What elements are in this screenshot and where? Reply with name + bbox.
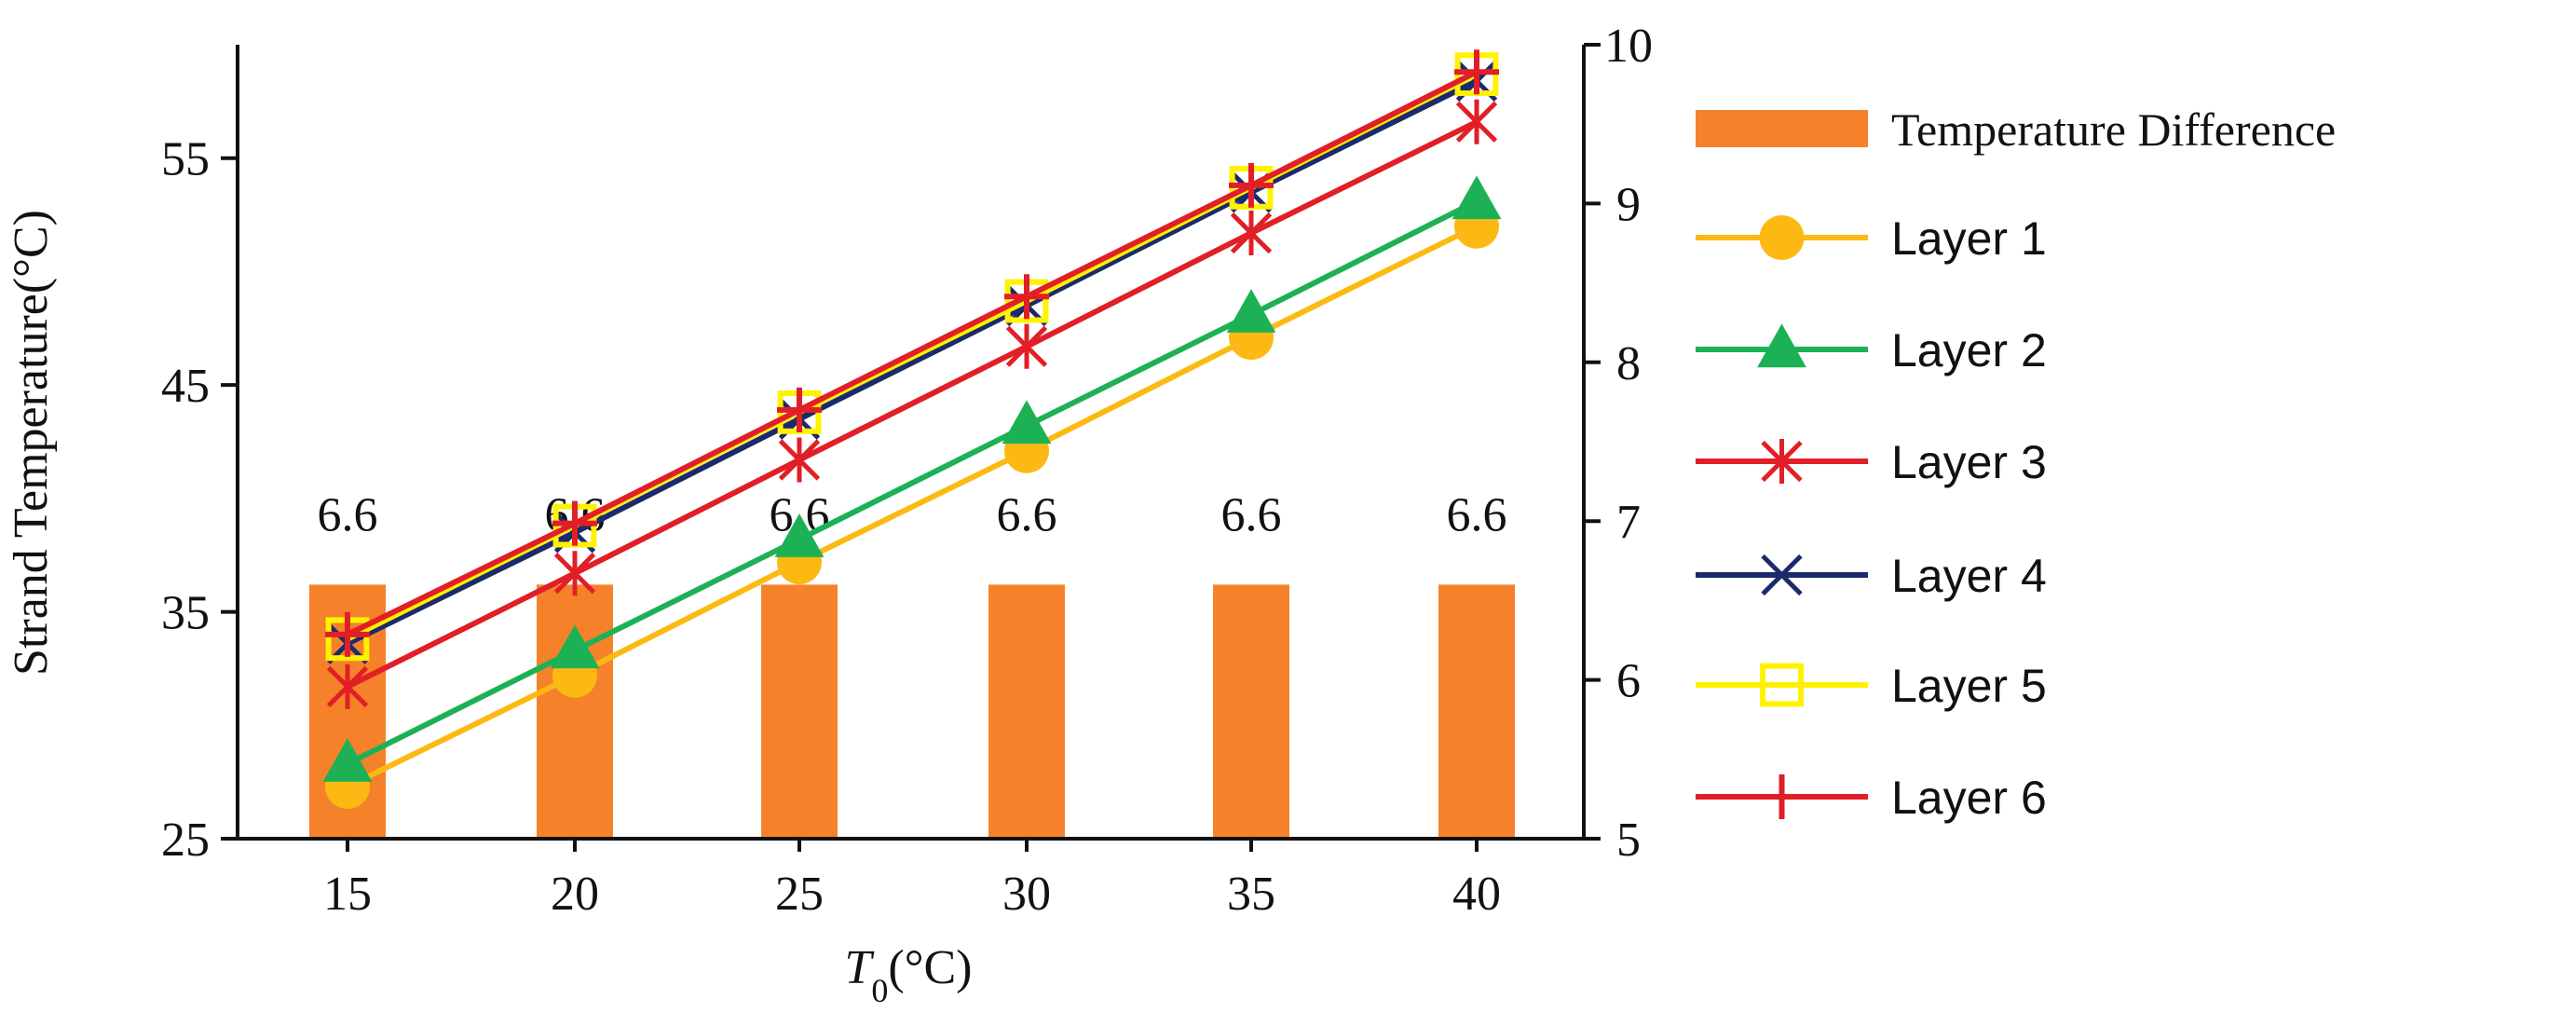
x-axis-title: T0(°C) bbox=[844, 941, 972, 1009]
series-point bbox=[1454, 49, 1499, 95]
legend-marker bbox=[1761, 554, 1803, 596]
series-point bbox=[550, 624, 600, 669]
legend-item: Layer 3 bbox=[1696, 436, 2047, 488]
series-line bbox=[346, 78, 1479, 647]
legend-marker bbox=[1760, 663, 1804, 707]
temperature-difference-bar bbox=[988, 584, 1065, 839]
series-point bbox=[553, 551, 596, 596]
series-point bbox=[1002, 400, 1052, 445]
bar-value-label: 6.6 bbox=[318, 488, 378, 541]
series-point bbox=[777, 387, 822, 432]
series-point bbox=[552, 500, 597, 546]
lines-layer bbox=[322, 49, 1502, 810]
legend-marker bbox=[1757, 323, 1806, 368]
bar-labels-layer: 6.66.66.66.66.66.6 bbox=[318, 488, 1507, 541]
x-tick-label: 30 bbox=[1002, 868, 1051, 921]
series-line bbox=[346, 224, 1479, 789]
y2-tick-label: 7 bbox=[1616, 496, 1641, 549]
legend-item: Layer 6 bbox=[1696, 772, 2047, 824]
legend-item: Layer 5 bbox=[1696, 660, 2047, 712]
series-line bbox=[346, 198, 1479, 767]
bar-value-label: 6.6 bbox=[1221, 488, 1282, 541]
temperature-difference-bar bbox=[1438, 584, 1515, 839]
legend-label: Layer 2 bbox=[1891, 324, 2047, 376]
legend-item: Layer 2 bbox=[1696, 323, 2047, 376]
y2-tick-label: 5 bbox=[1616, 814, 1641, 867]
series-point bbox=[1004, 274, 1049, 320]
series-6 bbox=[325, 49, 1499, 657]
x-tick-label: 40 bbox=[1452, 868, 1501, 921]
legend-label: Layer 4 bbox=[1891, 550, 2047, 602]
temperature-difference-bar bbox=[1213, 584, 1289, 839]
temperature-difference-bar bbox=[761, 584, 838, 839]
legend-marker bbox=[1759, 215, 1805, 260]
series-point bbox=[774, 513, 825, 557]
y-tick-label: 45 bbox=[161, 360, 210, 413]
series-point bbox=[1226, 289, 1276, 333]
bars-layer bbox=[309, 584, 1515, 839]
y-tick-label: 25 bbox=[161, 814, 210, 867]
legend-label: Temperature Difference bbox=[1891, 103, 2336, 156]
legend: Temperature Difference Layer 1 Layer 2 Laye… bbox=[1696, 103, 2336, 824]
legend-swatch-temperature-difference bbox=[1696, 110, 1868, 147]
series-point bbox=[325, 611, 370, 657]
legend-item: Layer 4 bbox=[1696, 550, 2047, 602]
series-point bbox=[1229, 162, 1274, 208]
legend-label: Layer 1 bbox=[1891, 212, 2047, 265]
temperature-difference-bar bbox=[537, 584, 613, 839]
y2-tick-label: 10 bbox=[1604, 20, 1653, 73]
y2-tick-label: 6 bbox=[1616, 655, 1641, 708]
series-point bbox=[1452, 175, 1502, 220]
series-3 bbox=[326, 99, 1498, 709]
series-point bbox=[326, 663, 369, 709]
legend-label: Layer 6 bbox=[1891, 772, 2047, 824]
y-tick-label: 55 bbox=[161, 133, 210, 186]
series-1 bbox=[325, 203, 1499, 810]
legend-label: Layer 3 bbox=[1891, 436, 2047, 488]
series-point bbox=[322, 738, 373, 782]
series-line bbox=[346, 119, 1479, 690]
axes-layer bbox=[236, 45, 1586, 841]
bar-value-label: 6.6 bbox=[997, 488, 1057, 541]
series-point bbox=[778, 437, 821, 483]
series-2 bbox=[322, 175, 1502, 782]
series-point bbox=[1005, 323, 1048, 369]
y-tick-label: 35 bbox=[161, 587, 210, 640]
series-point bbox=[1230, 211, 1273, 256]
series-line bbox=[346, 69, 1479, 637]
x-tick-label: 35 bbox=[1227, 868, 1275, 921]
y-axis-title: Strand Temperature(°C) bbox=[5, 210, 58, 676]
legend-marker bbox=[1761, 439, 1803, 484]
y2-tick-label: 8 bbox=[1616, 337, 1641, 390]
bar-value-label: 6.6 bbox=[1447, 488, 1507, 541]
legend-label: Layer 5 bbox=[1891, 660, 2047, 712]
x-tick-label: 25 bbox=[775, 868, 824, 921]
legend-marker bbox=[1759, 774, 1805, 819]
series-point bbox=[1455, 99, 1498, 144]
y2-tick-label: 9 bbox=[1616, 178, 1641, 231]
legend-item: Layer 1 bbox=[1696, 212, 2047, 265]
x-tick-label: 20 bbox=[551, 868, 599, 921]
x-tick-label: 15 bbox=[323, 868, 372, 921]
